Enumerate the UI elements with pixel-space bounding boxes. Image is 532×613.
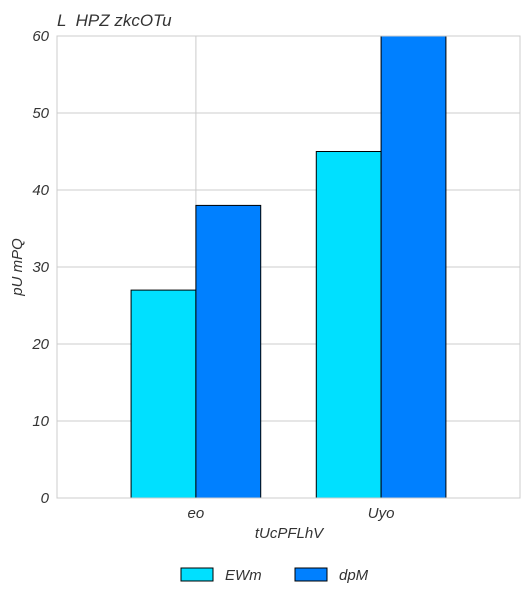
y-tick-label: 20: [31, 336, 49, 353]
legend-label: dpM: [339, 567, 369, 584]
y-tick-label: 60: [32, 28, 49, 45]
y-tick-label: 30: [32, 259, 49, 276]
bar-EWm-eo: [130, 289, 197, 499]
legend-label: EWm: [225, 567, 262, 584]
y-tick-label: 10: [32, 413, 49, 430]
legend-swatch: [180, 567, 214, 582]
y-axis-label: pU mPQ: [9, 238, 26, 297]
chart-title: L HPZ zkcOTu: [57, 11, 172, 30]
bar-EWm-Uyo: [315, 151, 382, 499]
bars: [130, 35, 447, 499]
x-tick-labels: eo Uyo: [188, 505, 395, 522]
x-tick-label: Uyo: [368, 505, 395, 522]
y-tick-label: 40: [32, 182, 49, 199]
plot-frame: [56, 35, 521, 499]
legend: EWm dpM: [180, 567, 369, 584]
x-tick-label: eo: [188, 505, 205, 522]
bar-dpM-eo: [195, 204, 262, 499]
y-tick-label: 0: [41, 490, 50, 507]
y-tick-label: 50: [32, 105, 49, 122]
x-axis-label: tUcPFLhV: [255, 525, 325, 542]
legend-swatch: [294, 567, 328, 582]
y-tick-labels: 0 10 20 30 40 50 60: [31, 28, 49, 507]
bar-dpM-Uyo: [380, 35, 447, 499]
